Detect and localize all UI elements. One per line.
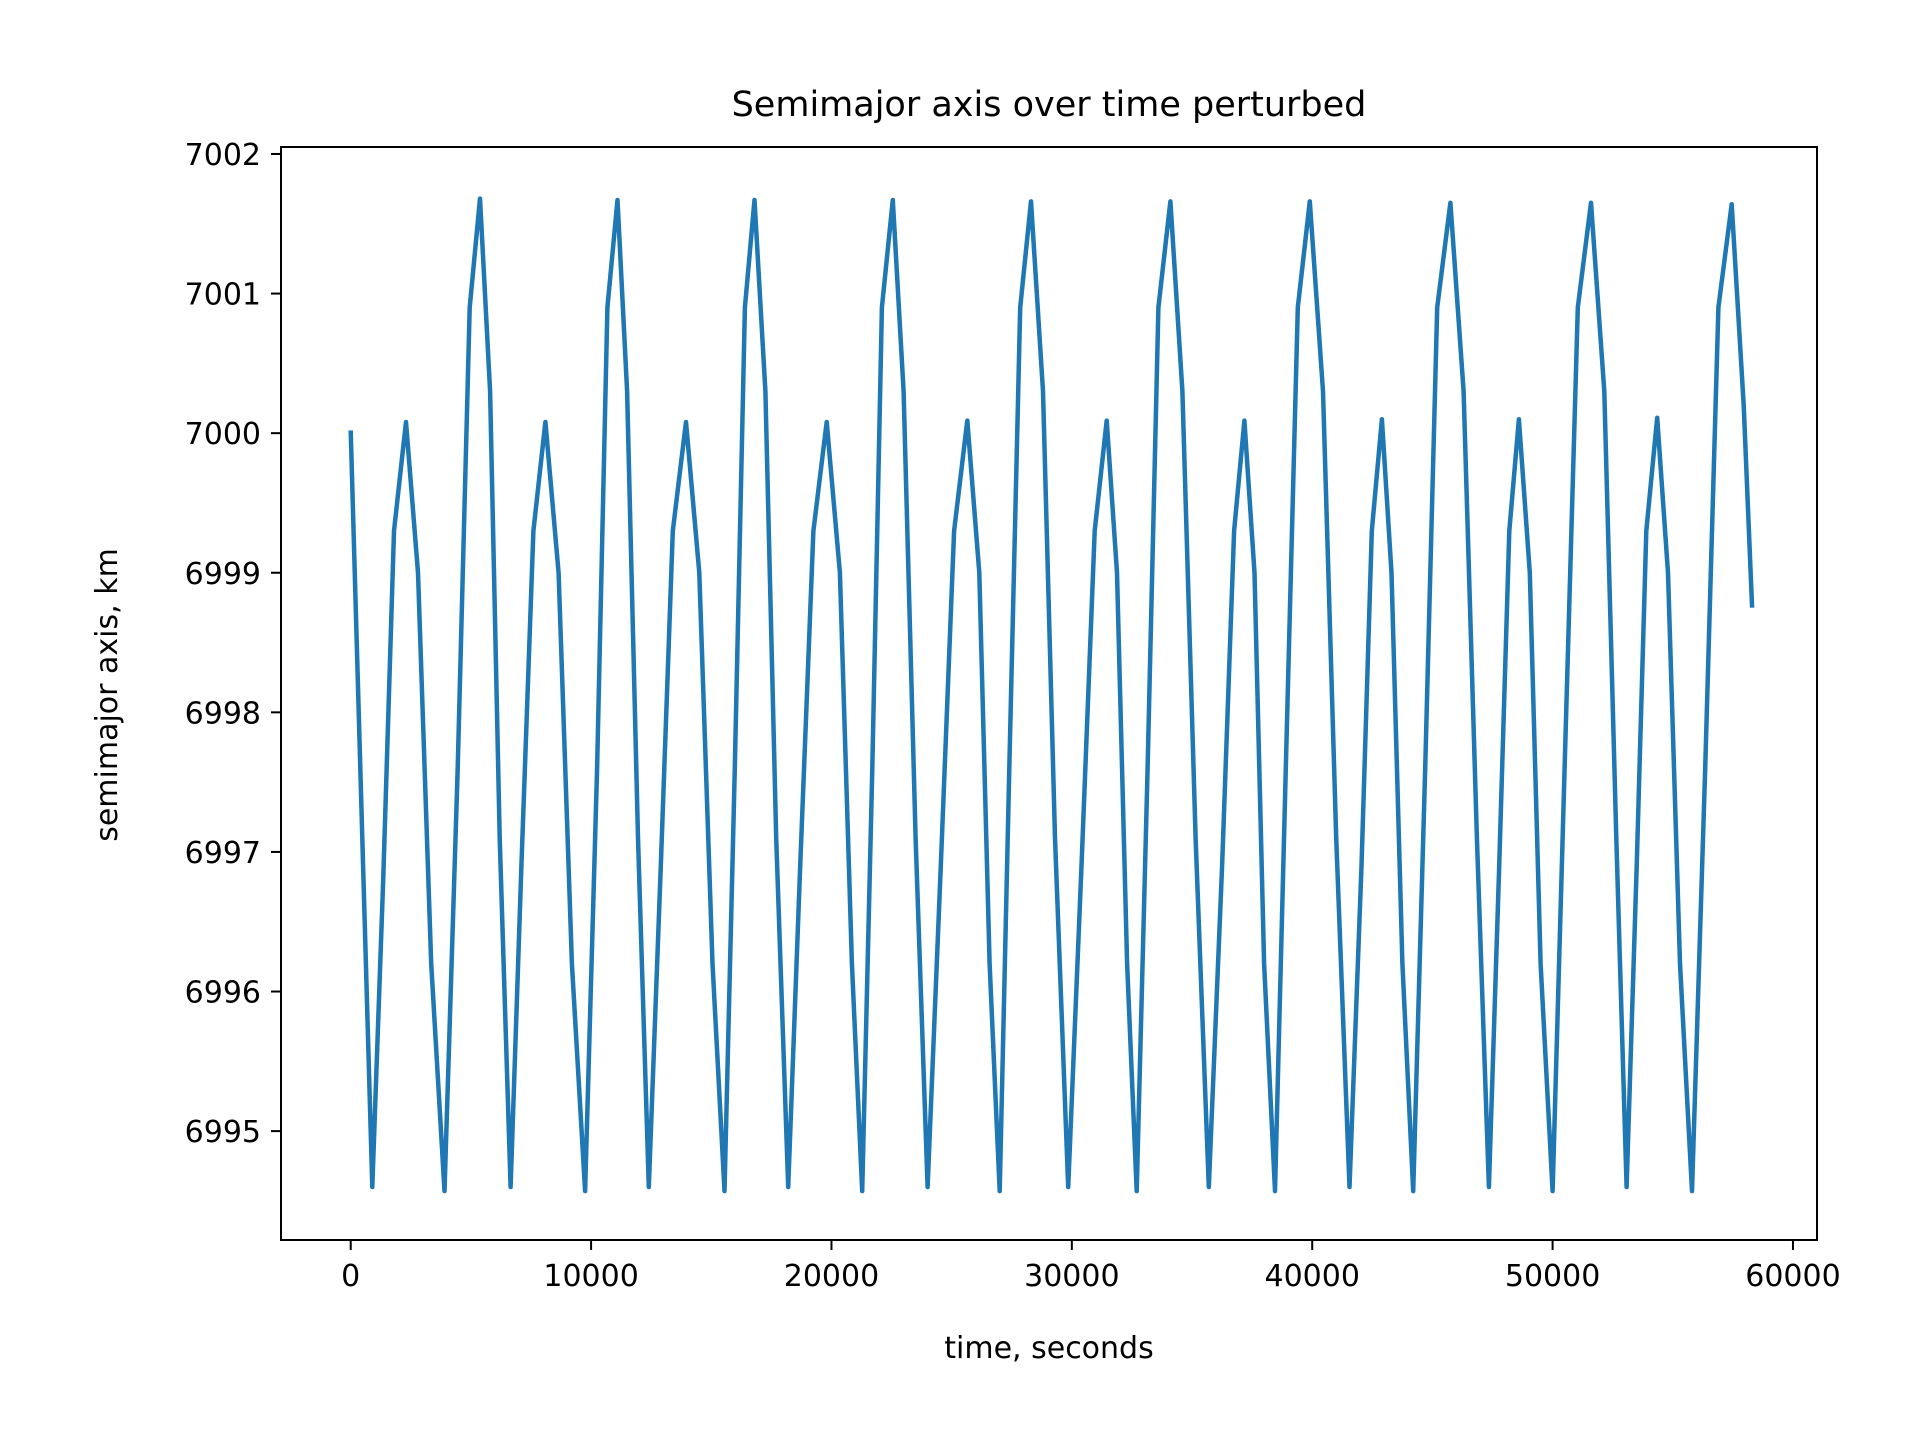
- y-tick-label: 6998: [185, 696, 261, 731]
- y-tick-label: 7000: [185, 417, 261, 452]
- x-tick-label: 50000: [1505, 1259, 1600, 1294]
- x-axis-label: time, seconds: [944, 1331, 1153, 1366]
- y-tick-label: 6997: [185, 836, 261, 871]
- y-tick-label: 6999: [185, 557, 261, 592]
- x-tick-label: 20000: [784, 1259, 879, 1294]
- x-tick-label: 40000: [1264, 1259, 1359, 1294]
- x-axis-ticks: 0 10000 20000 30000 40000 50000 60000: [341, 1240, 1841, 1294]
- x-tick-label: 10000: [543, 1259, 638, 1294]
- x-tick-label: 0: [341, 1259, 360, 1294]
- y-tick-label: 7001: [185, 278, 261, 313]
- x-tick-label: 60000: [1745, 1259, 1840, 1294]
- y-tick-label: 6995: [185, 1115, 261, 1150]
- plot-area: [348, 196, 1755, 1194]
- y-axis-label: semimajor axis, km: [90, 548, 125, 842]
- series-line: [348, 196, 1755, 1194]
- axes-frame: [280, 146, 1818, 1241]
- y-tick-label: 6996: [185, 976, 261, 1011]
- x-tick-label: 30000: [1024, 1259, 1119, 1294]
- y-tick-label: 7002: [185, 138, 261, 173]
- chart-title: Semimajor axis over time perturbed: [732, 85, 1367, 125]
- y-axis-ticks: 6995 6996 6997 6998 6999 7000 7001 7002: [185, 138, 281, 1150]
